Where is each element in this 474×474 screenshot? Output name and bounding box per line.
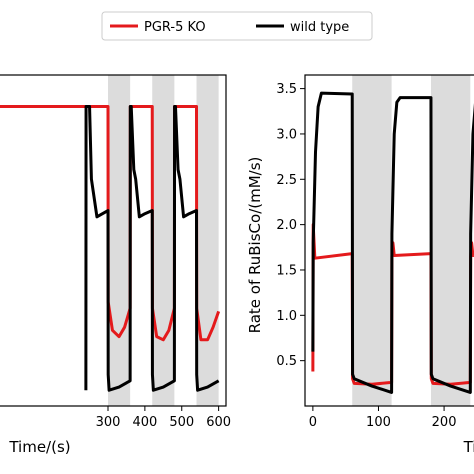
- right-ytick-label-3: 3.0: [276, 127, 297, 142]
- left-panel: 300 400 500 600: [0, 74, 231, 430]
- right-ytick-label-0.5: 0.5: [276, 354, 297, 369]
- left-xtick-label-400: 400: [132, 415, 157, 430]
- left-series-wild-type: [84, 105, 220, 392]
- left-series-pgr-5-ko: [0, 105, 221, 342]
- right-shaded-band-0: [352, 75, 392, 406]
- left-panel-xlabel: Time/(s): [8, 438, 70, 456]
- legend: PGR-5 KO wild type: [101, 11, 373, 41]
- left-xtick-label-600: 600: [206, 415, 231, 430]
- right-ytick-label-2: 2.0: [276, 218, 297, 233]
- left-shaded-band-0: [108, 75, 131, 406]
- right-ytick-label-2.5: 2.5: [276, 173, 297, 188]
- left-xtick-label-300: 300: [96, 415, 121, 430]
- right-shaded-band-1: [430, 75, 471, 406]
- right-axes-frame: [304, 74, 474, 407]
- left-xtick-label-500: 500: [169, 415, 194, 430]
- left-shaded-band-2: [196, 75, 219, 406]
- right-xtick-label-100: 100: [366, 415, 391, 430]
- legend-label-wild-type: wild type: [290, 20, 349, 35]
- legend-label-pgr5-ko: PGR-5 KO: [144, 20, 206, 35]
- right-ytick-label-1: 1.0: [276, 309, 297, 324]
- right-ytick-label-1.5: 1.5: [276, 263, 297, 278]
- right-panel: 0 100 200 0.5 1.0 1.5 2.0 2.5 3.0 3.5: [276, 74, 474, 430]
- right-panel-xlabel: Ti: [463, 438, 474, 456]
- right-ytick-label-3.5: 3.5: [276, 82, 297, 97]
- right-series-wild-type: [311, 91, 474, 394]
- legend-frame: [101, 11, 373, 41]
- right-xtick-label-200: 200: [432, 415, 457, 430]
- right-xtick-label-0: 0: [309, 415, 317, 430]
- left-shaded-band-1: [152, 75, 175, 406]
- right-panel-ylabel: Rate of RuBisCo/(mM/s): [246, 157, 264, 334]
